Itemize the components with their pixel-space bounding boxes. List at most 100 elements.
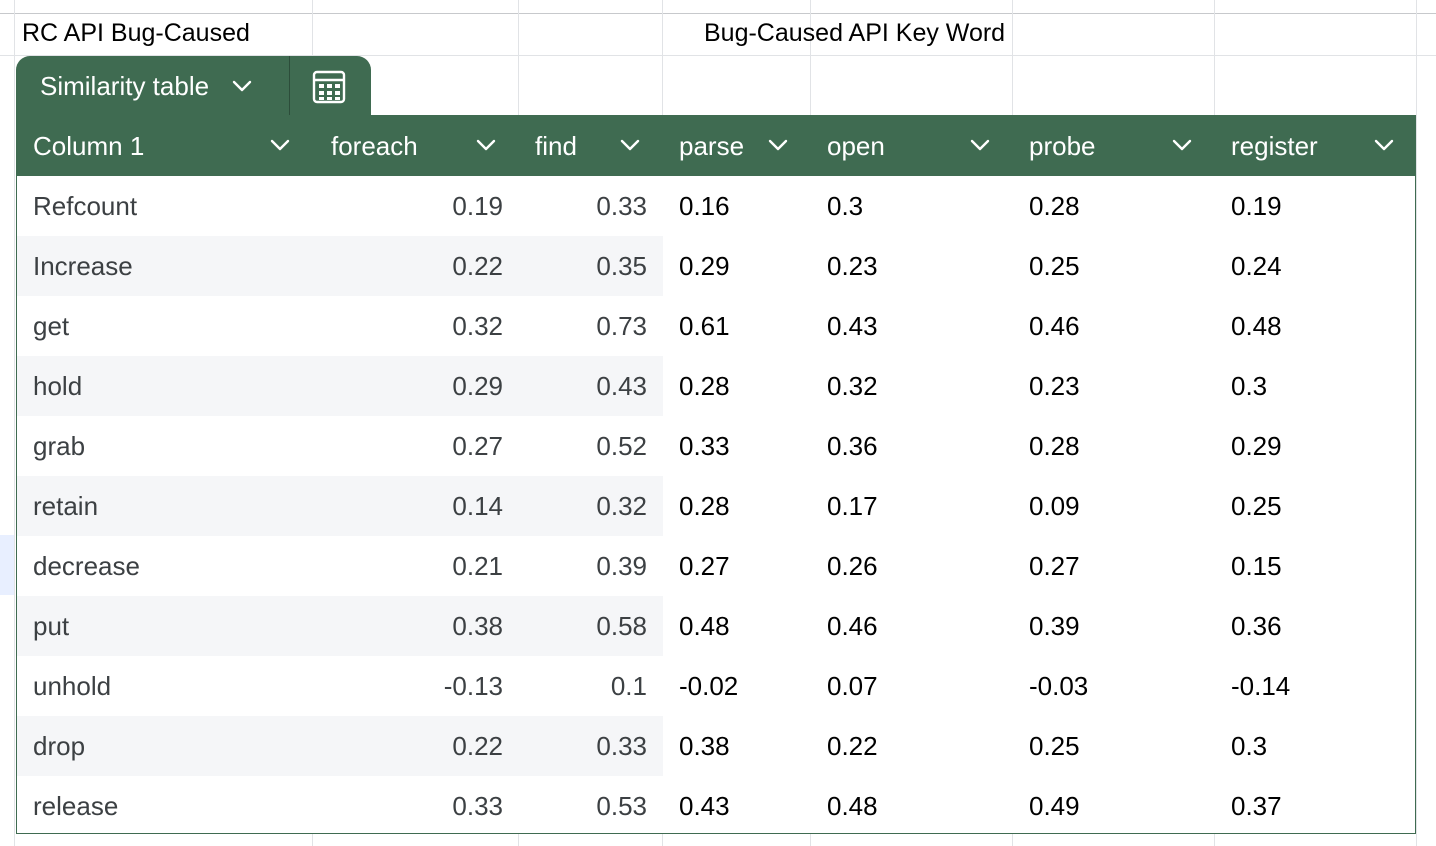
table-cell[interactable]: 0.37 [1231,791,1282,821]
table-cell[interactable]: 0.14 [452,491,503,521]
table-cell[interactable]: 0.22 [452,731,503,761]
row-label-cell[interactable]: Increase [33,251,133,281]
table-cell[interactable]: 0.27 [452,431,503,461]
table-cell[interactable]: 0.23 [827,251,878,281]
row-label-cell[interactable]: get [33,311,70,341]
row-label-cell[interactable]: drop [33,731,86,761]
table-cell[interactable]: 0.36 [1231,611,1282,641]
table-cell[interactable]: 0.39 [596,551,647,581]
table-cell[interactable]: 0.15 [1231,551,1282,581]
table-cell[interactable]: -0.02 [679,671,739,701]
table-cell[interactable]: 0.16 [679,191,730,221]
sheet-cell-title[interactable]: RC API Bug-Caused [22,19,250,47]
table-cell[interactable]: 0.17 [827,491,878,521]
table-cell[interactable]: 0.1 [610,671,647,701]
table-cell[interactable]: 0.33 [596,191,647,221]
table-name-button[interactable]: Similarity table [16,56,288,116]
row-label-cell[interactable]: hold [33,371,83,401]
column-header-2[interactable]: foreach [315,116,519,176]
table-cell[interactable]: 0.33 [596,731,647,761]
row-band [17,356,663,416]
table-cell[interactable]: 0.32 [452,311,503,341]
row-label-cell[interactable]: decrease [33,551,140,581]
table-cell[interactable]: 0.58 [596,611,647,641]
chevron-down-icon[interactable] [1373,138,1395,152]
row-label-cell[interactable]: unhold [33,671,112,701]
column-header-6[interactable]: probe [1013,116,1215,176]
table-cell[interactable]: 0.49 [1029,791,1080,821]
row-label-cell[interactable]: release [33,791,119,821]
table-cell[interactable]: 0.46 [1029,311,1080,341]
table-cell[interactable]: 0.29 [679,251,730,281]
column-header-4[interactable]: parse [663,116,811,176]
table-cell[interactable]: 0.24 [1231,251,1282,281]
chevron-down-icon[interactable] [619,138,641,152]
table-cell[interactable]: -0.03 [1029,671,1089,701]
table-cell[interactable]: 0.73 [596,311,647,341]
table-cell[interactable]: 0.48 [827,791,878,821]
table-cell[interactable]: 0.3 [827,191,864,221]
table-cell[interactable]: 0.43 [596,371,647,401]
table-cell[interactable]: 0.36 [827,431,878,461]
table-cell[interactable]: 0.32 [596,491,647,521]
table-cell[interactable]: 0.28 [679,371,730,401]
table-cell[interactable]: 0.21 [452,551,503,581]
column-header-3[interactable]: find [519,116,663,176]
table-cell[interactable]: 0.23 [1029,371,1080,401]
table-cell[interactable]: 0.48 [1231,311,1282,341]
column-header-5[interactable]: open [811,116,1013,176]
sheet-cell-merged-title[interactable]: Bug-Caused API Key Word [704,19,1006,47]
table-cell[interactable]: 0.43 [679,791,730,821]
chevron-down-icon[interactable] [969,138,991,152]
table-cell[interactable]: 0.35 [596,251,647,281]
table-cell[interactable]: 0.28 [1029,431,1080,461]
row-label-cell[interactable]: retain [33,491,99,521]
table-cell[interactable]: 0.25 [1029,731,1080,761]
table-cell[interactable]: 0.3 [1231,731,1268,761]
chevron-down-icon[interactable] [269,138,291,152]
table-cell[interactable]: 0.38 [452,611,503,641]
chevron-down-icon[interactable] [475,138,497,152]
table-cell[interactable]: 0.33 [452,791,503,821]
table-cell[interactable]: 0.27 [1029,551,1080,581]
table-cell[interactable]: -0.13 [443,671,503,701]
table-cell[interactable]: 0.48 [679,611,730,641]
table-cell[interactable]: 0.38 [679,731,730,761]
table-cell[interactable]: 0.46 [827,611,878,641]
column-header-label: register [1231,130,1318,161]
row-label-cell[interactable]: put [33,611,70,641]
table-cell[interactable]: 0.22 [452,251,503,281]
table-cell[interactable]: 0.28 [679,491,730,521]
table-cell[interactable]: 0.43 [827,311,878,341]
table-cell[interactable]: 0.53 [596,791,647,821]
table-cell[interactable]: 0.33 [679,431,730,461]
chevron-down-icon[interactable] [1171,138,1193,152]
table-cell[interactable]: 0.39 [1029,611,1080,641]
table-cell[interactable]: 0.29 [452,371,503,401]
table-cell[interactable]: 0.61 [679,311,730,341]
table-cell[interactable]: -0.14 [1231,671,1291,701]
table-row: Refcount 0.19 0.33 0.16 0.3 0.28 0.19 [17,176,1415,236]
table-cell[interactable]: 0.29 [1231,431,1282,461]
row-label-cell[interactable]: Refcount [33,191,138,221]
table-cell[interactable]: 0.26 [827,551,878,581]
table-cell[interactable]: 0.07 [827,671,878,701]
table-cell[interactable]: 0.3 [1231,371,1268,401]
table-cell[interactable]: 0.25 [1231,491,1282,521]
table-cell[interactable]: 0.25 [1029,251,1080,281]
table-cell[interactable]: 0.27 [679,551,730,581]
table-cell[interactable]: 0.52 [596,431,647,461]
table-cell[interactable]: 0.22 [827,731,878,761]
table-cell[interactable]: 0.19 [452,191,503,221]
row-label-cell[interactable]: grab [33,431,86,461]
column-header-label: open [827,130,885,161]
column-header-1[interactable]: Column 1 [17,116,315,176]
table-cell[interactable]: 0.32 [827,371,878,401]
table-cell[interactable]: 0.09 [1029,491,1080,521]
column-header-7[interactable]: register [1215,116,1415,176]
row-band [17,476,663,536]
chevron-down-icon[interactable] [767,138,789,152]
table-cell[interactable]: 0.28 [1029,191,1080,221]
table-calculator-icon[interactable] [312,70,346,104]
table-cell[interactable]: 0.19 [1231,191,1282,221]
